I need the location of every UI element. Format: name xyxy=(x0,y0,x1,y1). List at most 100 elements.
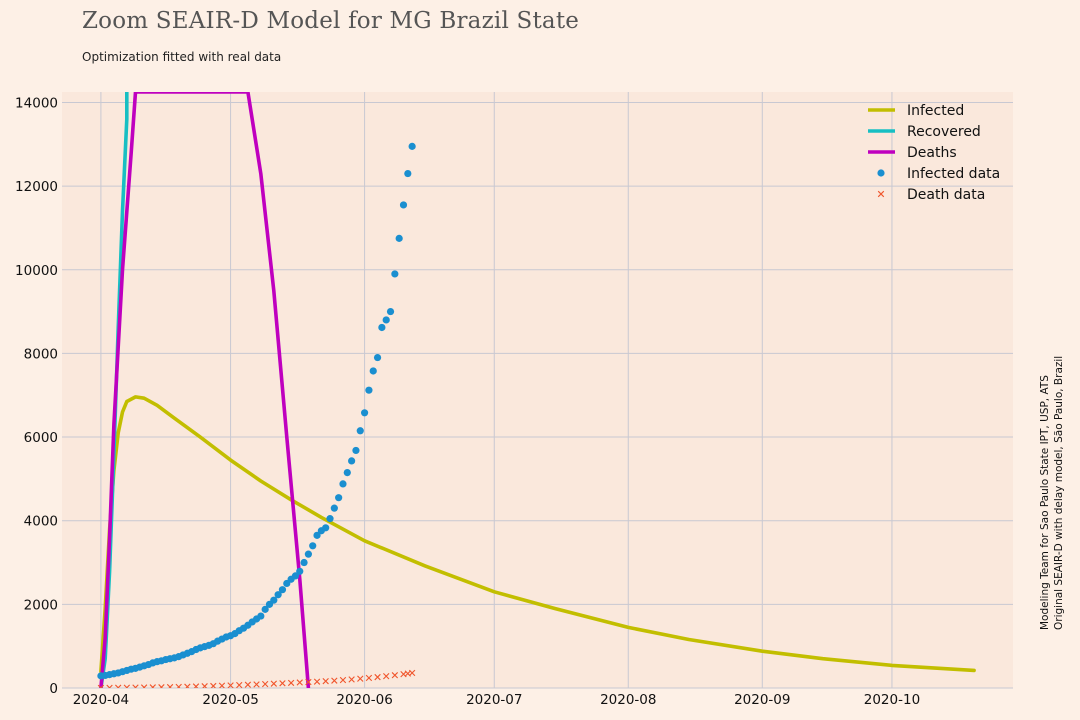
death-data-point xyxy=(253,681,260,688)
legend: Infected Recovered Deaths Infected data Deat… xyxy=(868,103,1000,203)
y-tick-label: 14000 xyxy=(15,95,58,111)
death-data-point xyxy=(132,684,139,688)
infected-data-point xyxy=(356,427,364,435)
infected-data-point xyxy=(274,591,282,599)
x-tick-label: 2020-06 xyxy=(336,692,392,708)
deaths-line xyxy=(99,92,311,688)
death-data-point xyxy=(140,684,148,688)
death-data-point xyxy=(408,669,416,677)
legend-death-data-swatch xyxy=(877,190,885,198)
death-data-point xyxy=(287,679,295,687)
plot-series xyxy=(97,92,976,688)
infected-data-point xyxy=(278,586,287,594)
attribution-note: Modeling Team for Sao Paulo State IPT, U… xyxy=(1038,356,1066,630)
y-tick-label: 10000 xyxy=(15,263,58,279)
death-data-point xyxy=(236,681,243,688)
infected-data-point xyxy=(300,558,308,567)
y-tick-label: 2000 xyxy=(24,597,58,613)
death-data-point xyxy=(175,683,182,688)
y-tick-label: 12000 xyxy=(15,179,58,195)
infected-data-point xyxy=(330,504,338,512)
x-tick-label: 2020-04 xyxy=(73,692,129,708)
death-data-point xyxy=(115,684,122,688)
chart-subtitle: Optimization fitted with real data xyxy=(82,50,282,64)
death-data-point xyxy=(244,681,252,688)
legend-deaths-label: Deaths xyxy=(907,145,957,161)
plot-area xyxy=(62,92,1013,688)
death-data-point xyxy=(261,680,269,688)
death-data-point xyxy=(365,674,373,682)
legend-infected-data-swatch xyxy=(877,169,885,177)
infected-data-point xyxy=(326,515,334,523)
death-data-point xyxy=(166,683,174,688)
death-data-point xyxy=(313,678,321,685)
infected-data-point xyxy=(270,596,278,604)
infected-data-point xyxy=(369,367,377,375)
death-data-point xyxy=(97,684,105,688)
infected-data-point xyxy=(386,307,395,316)
infected-data-point xyxy=(399,201,408,209)
death-data-point xyxy=(158,684,165,688)
chart-title: Zoom SEAIR-D Model for MG Brazil State xyxy=(82,8,580,34)
infected-data-point xyxy=(382,316,390,324)
infected-data-point xyxy=(257,612,265,620)
legend-recovered-label: Recovered xyxy=(907,124,981,140)
death-data-point xyxy=(279,680,286,687)
death-data-point xyxy=(201,683,208,688)
infected-data-point xyxy=(365,386,373,394)
death-data-point xyxy=(106,684,113,688)
death-data-point xyxy=(331,677,338,684)
x-tick-label: 2020-07 xyxy=(466,692,522,708)
x-tick-label: 2020-09 xyxy=(734,692,790,708)
legend-infected-label: Infected xyxy=(907,103,964,119)
infected-data-point xyxy=(296,567,304,575)
death-data-point xyxy=(339,676,347,684)
y-tick-label: 8000 xyxy=(24,346,58,362)
death-data-point xyxy=(123,684,131,688)
infected-data-point xyxy=(291,572,300,580)
infected-data-point xyxy=(335,494,343,502)
infected-data-point xyxy=(309,542,317,550)
infected-data-point xyxy=(404,169,412,178)
infected-data-point xyxy=(322,524,330,532)
legend-infected-data-label: Infected data xyxy=(907,166,1000,182)
infected-data-point xyxy=(339,480,347,488)
y-tick-label: 0 xyxy=(49,681,58,697)
death-data-point xyxy=(305,678,312,686)
death-data-point xyxy=(383,673,390,680)
death-data-point xyxy=(357,675,364,682)
infected-data-point xyxy=(261,605,269,613)
death-data-point xyxy=(192,683,200,688)
death-data-point xyxy=(149,684,156,688)
infected-data-point xyxy=(373,353,382,362)
death-data-point xyxy=(184,683,191,688)
infected-data-point xyxy=(378,323,386,332)
death-data-point xyxy=(374,673,381,681)
infected-data-point xyxy=(408,142,416,150)
infected-data-point xyxy=(304,550,312,558)
death-data-point xyxy=(227,682,234,688)
attribution-line-2: Original SEAIR-D with delay model, São P… xyxy=(1053,355,1065,630)
death-data-point xyxy=(270,680,278,687)
x-tick-label: 2020-10 xyxy=(864,692,920,708)
death-data-point xyxy=(391,672,399,679)
death-data-point xyxy=(348,676,355,683)
infected-data-point xyxy=(352,446,360,455)
infected-data-point xyxy=(313,531,321,539)
death-data-point xyxy=(218,682,226,688)
y-tick-label: 4000 xyxy=(24,514,58,530)
infected-data-point xyxy=(343,469,351,477)
infected-data-point xyxy=(348,457,356,465)
infected-line xyxy=(99,395,976,674)
infected-data-point xyxy=(395,234,403,242)
x-tick-label: 2020-05 xyxy=(202,692,258,708)
legend-death-data-label: Death data xyxy=(907,187,985,203)
death-data-point xyxy=(210,682,217,688)
infected-data-point xyxy=(360,409,369,417)
death-data-point xyxy=(322,677,329,685)
y-tick-label: 6000 xyxy=(24,430,58,446)
attribution-line-1: Modeling Team for Sao Paulo State IPT, U… xyxy=(1039,375,1051,630)
infected-data-point xyxy=(391,270,399,278)
x-tick-label: 2020-08 xyxy=(600,692,656,708)
